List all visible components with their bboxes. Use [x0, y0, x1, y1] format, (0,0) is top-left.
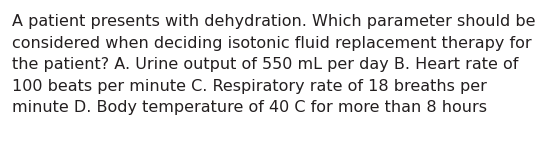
Text: A patient presents with dehydration. Which parameter should be
considered when d: A patient presents with dehydration. Whi… [12, 14, 536, 115]
